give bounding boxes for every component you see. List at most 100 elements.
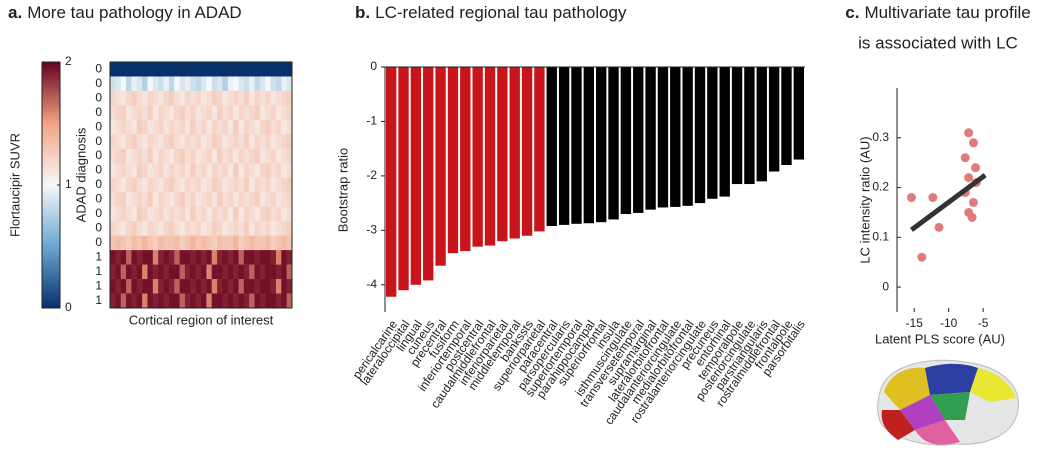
heatmap-cell [265,192,271,208]
y-tick-label: 0 [370,59,377,73]
heatmap-cell [270,177,277,193]
heatmap-cell [243,105,250,121]
heatmap-cell [131,264,138,280]
heatmap-cell [110,76,116,92]
heatmap-cell [152,76,159,92]
heatmap-cell [179,235,186,251]
heatmap-cell [211,264,218,280]
heatmap-cell [195,163,202,179]
heatmap-cell [147,62,154,77]
heatmap-cell [270,148,277,164]
heatmap-cell [184,264,191,280]
heatmap-cell [168,76,175,92]
heatmap-cell [270,105,277,121]
heatmap-cell [126,279,132,294]
heatmap-cell [163,250,170,265]
heatmap-cell [265,206,271,222]
heatmap-cell [286,279,293,294]
heatmap-cell [152,192,159,208]
heatmap-cell [147,279,154,294]
heatmap-cell [179,293,186,309]
heatmap-cell [211,76,218,92]
heatmap-cell [254,163,261,179]
heatmap-cell [238,221,245,236]
heatmap-cell [243,119,250,135]
heatmap-cell [265,177,271,193]
heatmap-cell [126,163,132,179]
heatmap-cell [195,250,202,265]
heatmap-cell [120,264,127,280]
heatmap-cell [120,134,127,150]
heatmap-cell [238,206,245,222]
heatmap-cell [275,250,282,265]
heatmap-cell [158,105,164,121]
heatmap-cell [243,177,250,193]
heatmap-cell [131,119,138,135]
heatmap-cell [233,250,239,265]
heatmap-cell [206,76,213,92]
scatter-point [971,163,981,173]
heatmap-cell [163,177,170,193]
heatmap-cell [168,148,175,164]
heatmap-cell [286,221,293,236]
heatmap-cell [131,235,138,251]
heatmap-cell [275,235,282,251]
heatmap-cell [195,76,202,92]
heatmap-cell [142,62,148,77]
heatmap-cell [142,163,148,179]
heatmap-cell [270,163,277,179]
heatmap-cell [190,119,196,135]
heatmap-cell [233,264,239,280]
heatmap-cell [227,250,234,265]
heatmap-cell [211,206,218,222]
heatmap-cell [254,293,261,309]
heatmap-cell [243,90,250,106]
heatmap-cell [206,264,213,280]
bar [423,67,434,281]
heatmap-cell [243,76,250,92]
heatmap-cell [201,62,207,77]
heatmap-cell [152,148,159,164]
heatmap-cell [115,90,122,106]
heatmap-cell [275,76,282,92]
row-label: 0 [95,61,102,75]
heatmap-cell [211,62,218,77]
heatmap-cell [174,221,180,236]
heatmap-cell [222,206,229,222]
heatmap-cell [110,279,116,294]
bar [497,67,508,242]
heatmap-cell [259,105,266,121]
heatmap-cell [174,250,180,265]
bar [509,67,520,239]
heatmap-cell [217,221,223,236]
heatmap-cell [275,105,282,121]
heatmap-cell [190,279,196,294]
heatmap-cell [206,250,213,265]
panel-title: a. More tau pathology in ADAD [8,3,242,22]
heatmap-cell [152,62,159,77]
heatmap-cell [201,264,207,280]
heatmap-cell [227,90,234,106]
heatmap-cell [201,76,207,92]
heatmap-cell [238,177,245,193]
heatmap-cell [238,192,245,208]
heatmap-cell [142,76,148,92]
colorbar-tick-label: 2 [65,54,72,68]
heatmap-cell [190,235,196,251]
heatmap-cell [147,148,154,164]
y-axis-label: Bootstrap ratio [335,148,350,233]
heatmap-cell [281,62,287,77]
heatmap-cell [217,62,223,77]
heatmap-cell [158,192,164,208]
heatmap-cell [286,134,293,150]
heatmap-cell [206,105,213,121]
heatmap-cell [275,264,282,280]
heatmap-cell [206,90,213,106]
heatmap-cell [254,192,261,208]
heatmap-cell [238,163,245,179]
heatmap-cell [222,163,229,179]
heatmap-cell [227,279,234,294]
heatmap-cell [126,235,132,251]
heatmap-cell [168,177,175,193]
